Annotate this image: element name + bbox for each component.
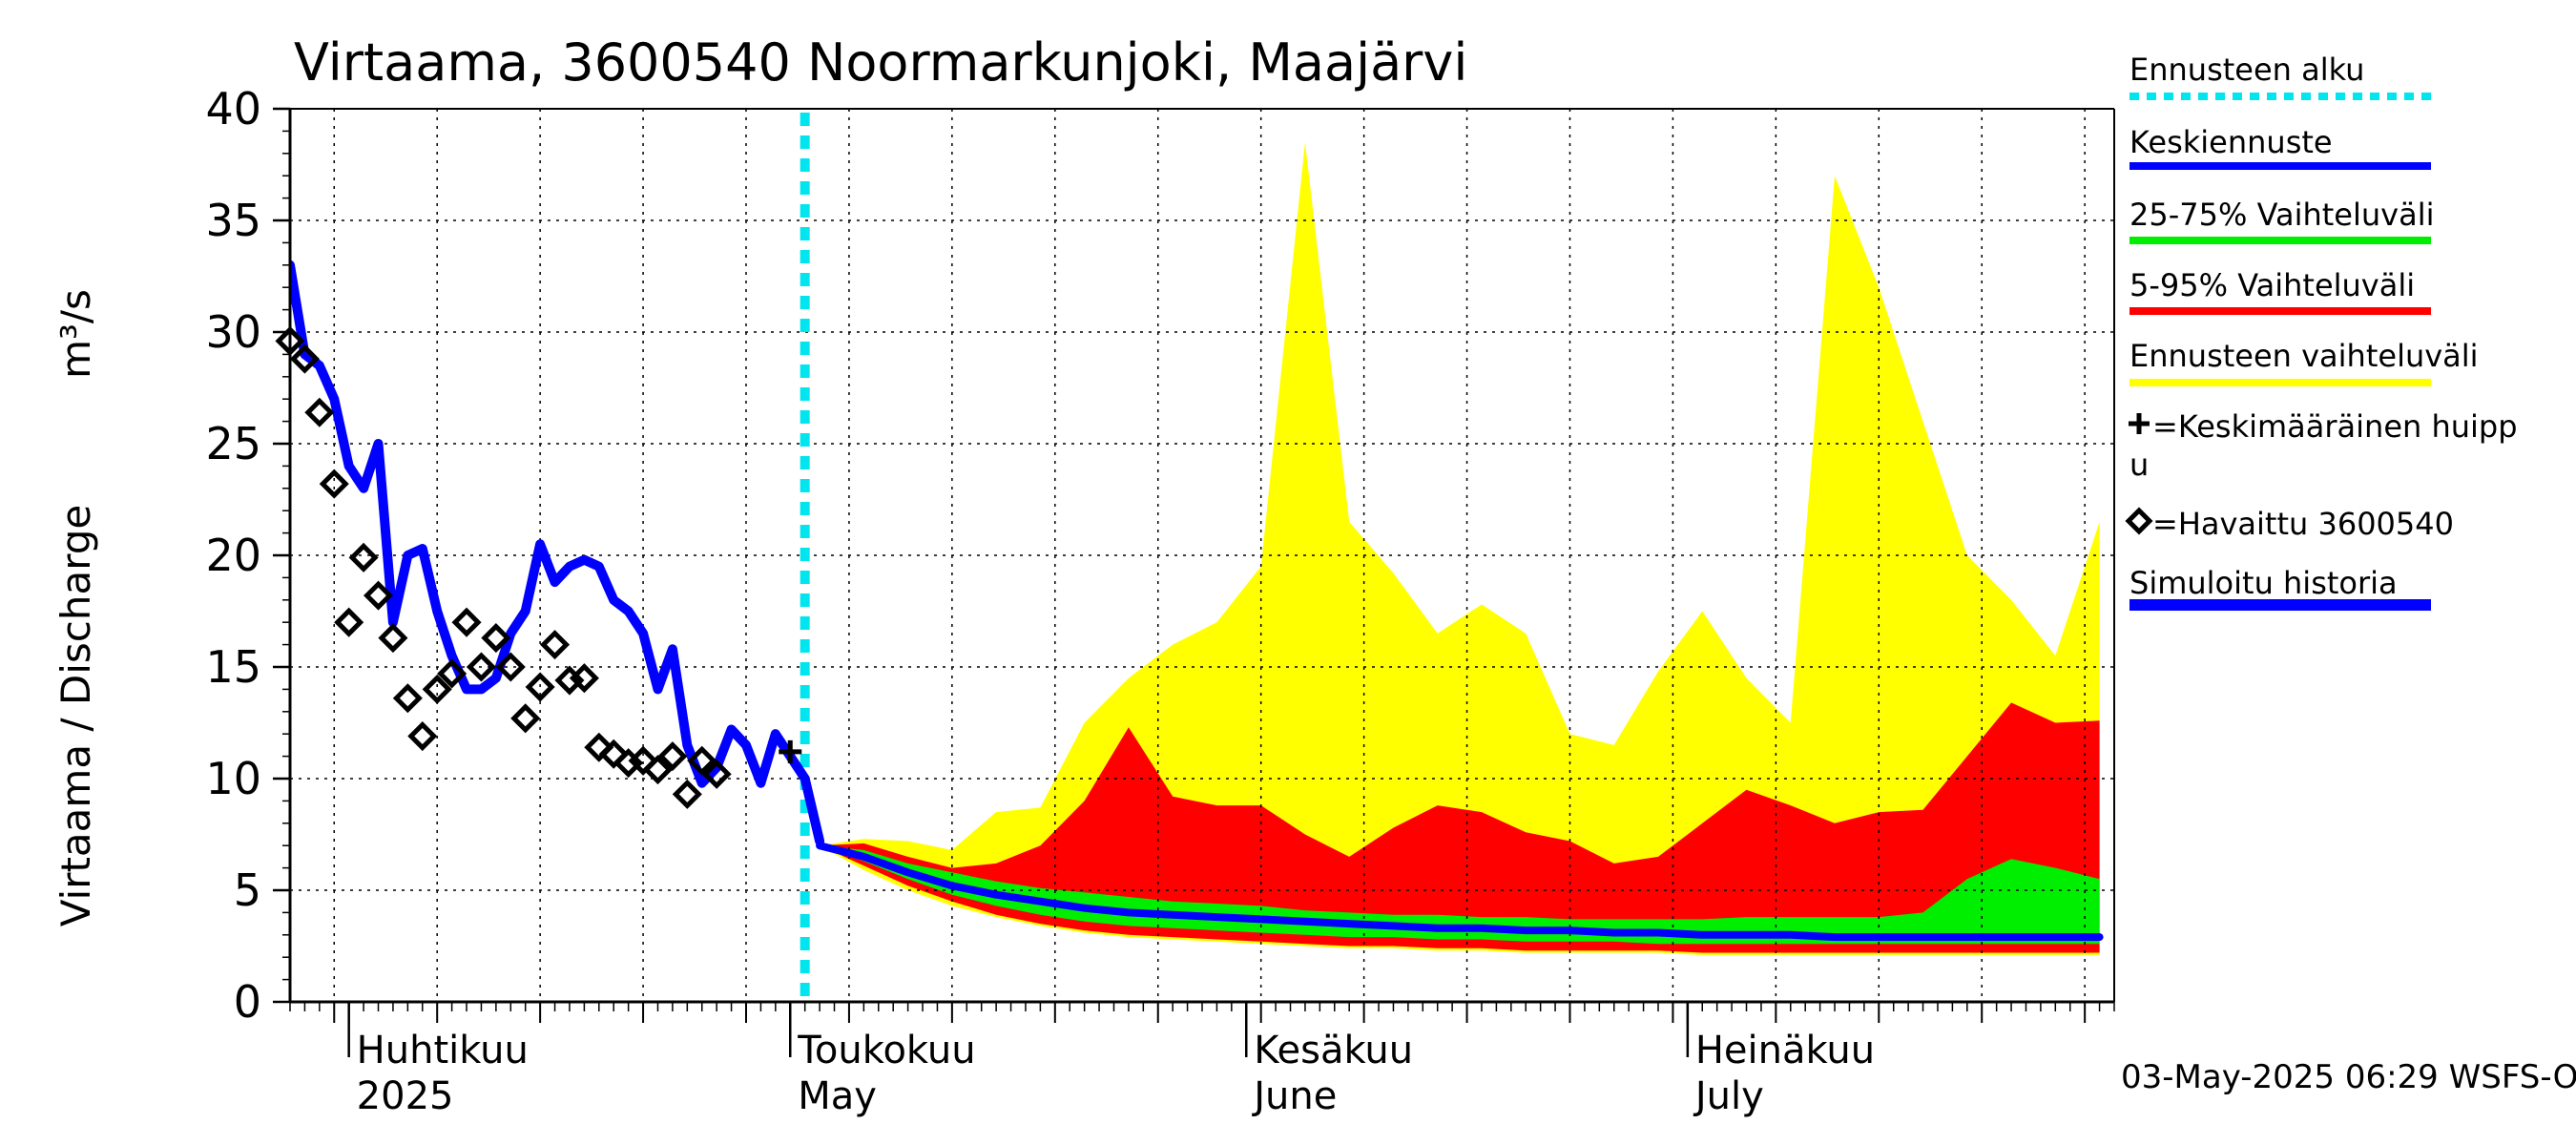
x-month-label: Huhtikuu	[357, 1029, 529, 1072]
observed-point	[569, 663, 599, 694]
x-month-sublabel: May	[798, 1074, 877, 1118]
y-tick-label: 10	[205, 753, 261, 804]
y-tick-label: 35	[205, 195, 261, 246]
observed-point	[642, 755, 674, 785]
legend: Ennusteen alku Keskiennuste 25-75% Vaihtel…	[2125, 52, 2518, 611]
observed-point	[319, 468, 349, 499]
observed-point	[495, 652, 526, 682]
x-month-label: Kesäkuu	[1254, 1029, 1413, 1072]
median-forecast-line	[816, 842, 2104, 942]
x-month-label: Toukokuu	[797, 1029, 975, 1072]
y-tick-label: 30	[205, 306, 261, 358]
observed-point	[466, 652, 496, 682]
legend-label: 5-95% Vaihteluväli	[2129, 267, 2415, 303]
band-25-75	[820, 845, 2100, 945]
observed-point	[701, 759, 732, 789]
legend-label: =Havaittu 3600540	[2152, 506, 2454, 542]
y-tick-label: 25	[205, 418, 261, 469]
legend-label: =Keskimääräinen huipp u	[2129, 408, 2518, 483]
x-month-label: Heinäkuu	[1695, 1029, 1875, 1072]
band-5-95	[820, 702, 2100, 953]
legend-label: Keskiennuste	[2129, 124, 2333, 160]
y-axis-unit: m³/s	[52, 289, 99, 379]
observed-point	[289, 344, 320, 374]
y-axis-label: Virtaama / Discharge	[52, 505, 99, 927]
observed-point	[378, 623, 408, 654]
observed-point	[451, 607, 482, 637]
y-tick-label: 15	[205, 641, 261, 693]
observed-point	[348, 542, 379, 572]
observed-point	[598, 739, 629, 769]
observed-point	[422, 674, 452, 704]
y-tick-label: 40	[205, 83, 261, 135]
observed-point	[334, 607, 364, 637]
grid-lines	[290, 109, 2114, 1002]
observed-point	[392, 683, 423, 714]
observed-point	[657, 741, 688, 772]
legend-label-line: =Keskimääräinen huipp	[2152, 408, 2518, 445]
footer-timestamp: 03-May-2025 06:29 WSFS-O	[2121, 1058, 2576, 1096]
y-tick-label: 5	[234, 864, 261, 916]
chart-title: Virtaama, 3600540 Noormarkunjoki, Maajär…	[294, 32, 1467, 93]
legend-symbol	[2125, 507, 2153, 535]
y-tick-label: 0	[234, 976, 261, 1028]
legend-symbol	[2129, 413, 2150, 434]
legend-label: Simuloitu historia	[2129, 565, 2398, 601]
forecast-bands	[820, 142, 2100, 955]
x-month-sublabel: July	[1693, 1074, 1764, 1118]
x-month-sublabel: 2025	[357, 1074, 454, 1118]
observed-point	[437, 658, 467, 689]
axes: 0510152025303540Huhtikuu2025ToukokuuMayK…	[205, 83, 2115, 1118]
observed-point	[672, 779, 702, 809]
observed-point	[584, 732, 614, 762]
legend-label: Ennusteen vaihteluväli	[2129, 338, 2479, 374]
observed-point	[510, 703, 541, 734]
observed-point	[525, 672, 555, 702]
mean-peak-marker	[779, 739, 802, 763]
observed-point	[304, 397, 335, 427]
observed-point	[628, 745, 658, 776]
observed-point	[481, 623, 511, 654]
observed-point	[687, 745, 717, 776]
series-lines	[290, 113, 2104, 1002]
legend-label: Ennusteen alku	[2129, 52, 2364, 88]
legend-label-line: u	[2129, 447, 2149, 483]
observed-point	[407, 721, 438, 752]
observed-point	[363, 580, 394, 611]
x-month-sublabel: June	[1251, 1074, 1337, 1118]
legend-label: 25-75% Vaihteluväli	[2129, 197, 2434, 233]
simulated-history-line	[290, 260, 825, 846]
observed-point	[540, 630, 571, 660]
y-tick-label: 20	[205, 530, 261, 581]
